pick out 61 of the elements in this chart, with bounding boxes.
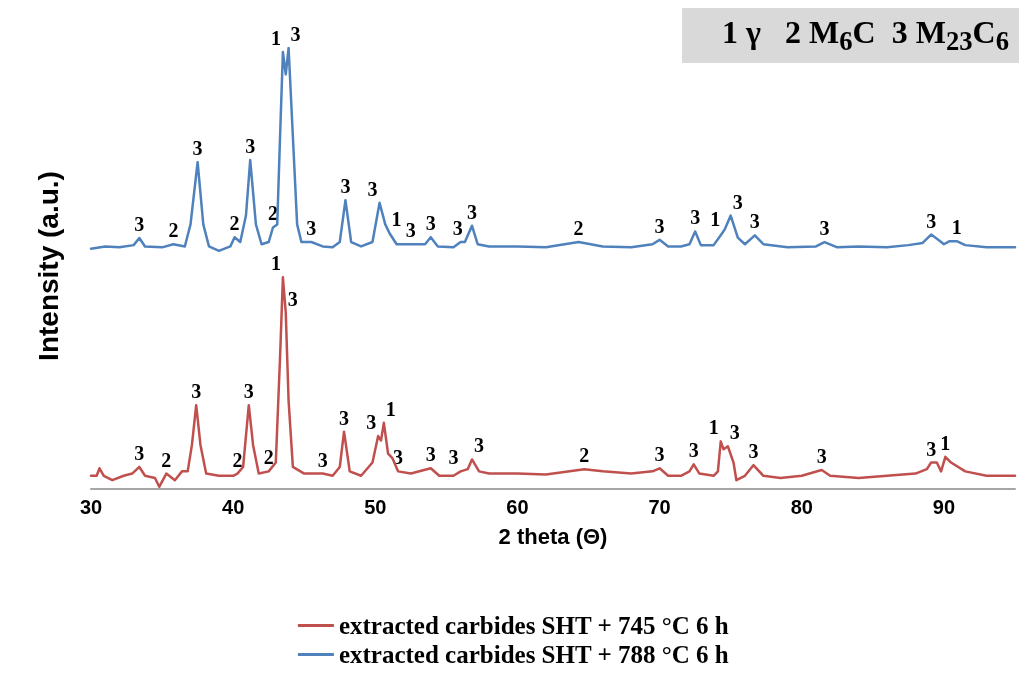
annotation: 3 — [816, 445, 827, 468]
annotation: 3 — [405, 219, 416, 242]
annotation: 3 — [926, 437, 937, 460]
annotation: 1 — [708, 416, 719, 439]
annotation: 2 — [229, 212, 240, 235]
annotation: 3 — [473, 434, 484, 457]
x-tick-label: 30 — [79, 496, 103, 518]
annotation: 3 — [425, 212, 436, 235]
annotation: 1 — [270, 26, 281, 49]
annotation: 1 — [270, 252, 281, 275]
x-axis-title: 2 theta (Θ) — [498, 523, 608, 549]
annotation: 3 — [729, 421, 740, 444]
annotation: 3 — [339, 406, 350, 429]
legend-label: extracted carbides SHT + 788 °C 6 h — [338, 641, 729, 668]
annotation: 2 — [168, 219, 179, 242]
annotation: 3 — [287, 287, 298, 310]
annotation: 3 — [749, 210, 760, 233]
annotation: 3 — [654, 214, 665, 237]
annotation: 1 γ 2 M$_{6}$C 3 M$_{23}$C$_{6}$ — [682, 8, 1019, 64]
annotation: 1 — [391, 208, 402, 231]
annotation: 2 — [579, 444, 590, 467]
x-tick-label: 60 — [506, 496, 529, 518]
annotation: 3 — [732, 190, 743, 213]
annotation: 3 — [134, 213, 145, 236]
annotation: 3 — [367, 177, 378, 200]
annotation: 3 — [819, 217, 830, 240]
annotation: 3 — [466, 200, 477, 223]
annotation: 2 — [232, 448, 243, 471]
annotation: 3 — [654, 443, 665, 466]
x-tick-label: 70 — [648, 496, 671, 518]
annotation: 3 — [926, 209, 937, 232]
annotation: 2 — [267, 202, 278, 225]
y-axis-title: Intensity (a.u.) — [32, 171, 64, 361]
x-tick-label: 40 — [222, 496, 245, 518]
annotation: 3 — [366, 411, 377, 434]
annotation: 3 — [290, 23, 301, 45]
annotation: 3 — [425, 443, 436, 466]
annotation: 1 — [940, 431, 951, 454]
annotation: 1 — [710, 208, 721, 231]
annotation: 3 — [448, 446, 459, 469]
annotation: 2 — [263, 446, 274, 469]
annotation: 3 — [306, 217, 317, 240]
annotation: 3 — [452, 217, 463, 240]
annotation: 3 — [688, 439, 699, 462]
x-tick-label: 90 — [932, 496, 956, 518]
annotation: 3 — [192, 137, 203, 160]
annotation: 3 — [243, 380, 254, 403]
annotation: 3 — [245, 135, 256, 158]
annotation: 3 — [340, 175, 351, 198]
annotation: 3 — [690, 206, 701, 229]
annotation: 2 — [161, 448, 172, 471]
annotation: 1 — [385, 397, 396, 420]
annotation: 2 — [573, 217, 584, 240]
annotation: 3 — [134, 441, 145, 464]
annotation: 3 — [191, 380, 202, 403]
annotation: 3 — [748, 440, 759, 463]
x-tick-label: 80 — [790, 496, 813, 518]
x-tick-label: 50 — [364, 496, 387, 518]
legend-label: extracted carbides SHT + 745 °C 6 h — [338, 612, 729, 639]
annotation: 3 — [317, 448, 328, 471]
annotation: 1 — [951, 216, 962, 239]
